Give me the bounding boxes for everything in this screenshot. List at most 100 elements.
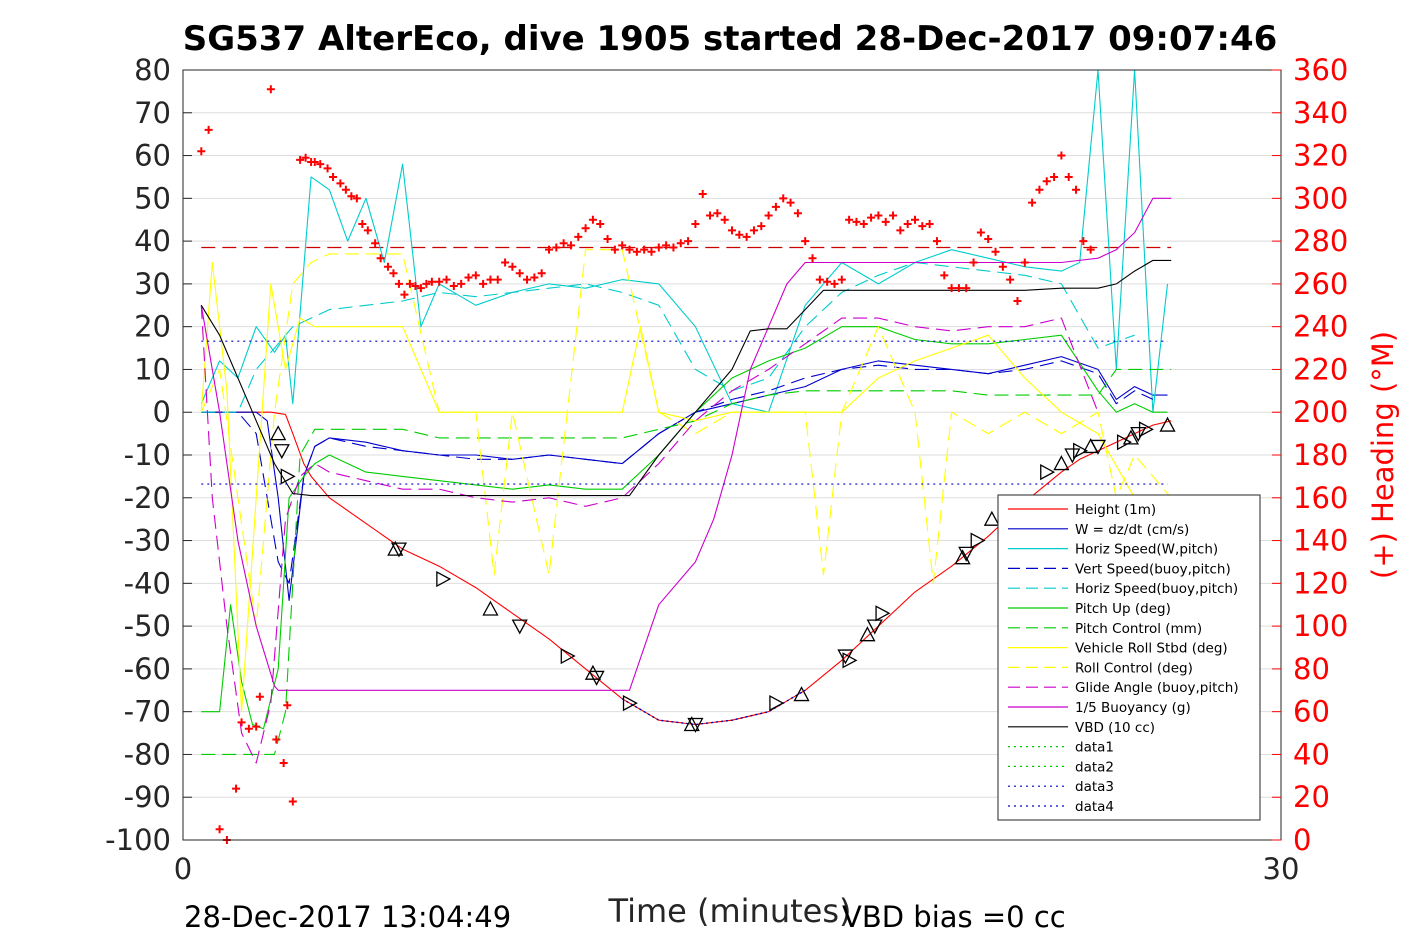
right-tick-label: 160 xyxy=(1293,481,1348,515)
depth-marker xyxy=(1116,434,1132,451)
heading-point xyxy=(336,179,345,188)
heading-point xyxy=(1072,185,1081,194)
heading-point xyxy=(435,277,444,286)
depth-marker xyxy=(983,510,1000,526)
heading-point xyxy=(962,284,971,293)
left-tick-label: -90 xyxy=(124,780,171,814)
heading-point xyxy=(903,220,912,228)
heading-point xyxy=(405,279,414,288)
heading-point xyxy=(574,232,583,241)
legend-label: data2 xyxy=(1075,759,1114,775)
x-axis-label: Time (minutes) xyxy=(608,892,852,930)
heading-point xyxy=(830,279,839,288)
right-axis-label: (+) Heading (°M) xyxy=(1366,331,1400,579)
heading-point xyxy=(918,222,927,231)
depth-marker xyxy=(687,717,704,733)
heading-point xyxy=(735,230,744,239)
heading-point xyxy=(610,245,619,254)
heading-point xyxy=(698,190,707,199)
x-tick-label: 30 xyxy=(1263,852,1300,886)
x-tick-label: 0 xyxy=(174,852,192,886)
heading-point xyxy=(881,217,890,226)
legend: Height (1m) W = dz/dt (cm/s) Horiz Speed(W… xyxy=(997,494,1261,821)
heading-point xyxy=(1035,185,1044,194)
heading-point xyxy=(329,172,338,181)
heading-point xyxy=(316,160,325,169)
series-lines xyxy=(200,69,1172,764)
right-tick-label: 180 xyxy=(1293,438,1348,472)
heading-point xyxy=(422,279,431,288)
depth-marker xyxy=(1130,426,1147,442)
heading-point xyxy=(889,211,898,220)
heading-point xyxy=(215,825,224,834)
heading-point xyxy=(341,185,350,194)
heading-point xyxy=(347,192,356,201)
series-line-11 xyxy=(200,259,1172,497)
heading-point xyxy=(640,245,649,254)
depth-marker xyxy=(511,619,528,635)
series-line-8 xyxy=(200,249,1172,627)
heading-point xyxy=(389,269,398,278)
heading-point xyxy=(632,247,641,256)
heading-point xyxy=(1028,198,1037,207)
heading-point xyxy=(728,226,736,235)
depth-marker xyxy=(1089,439,1107,455)
left-tick-label: 10 xyxy=(134,352,171,386)
left-tick-label: -30 xyxy=(124,524,171,558)
left-tick-label: -50 xyxy=(124,609,171,643)
right-tick-label: 200 xyxy=(1293,395,1348,429)
heading-point xyxy=(272,735,281,744)
heading-point xyxy=(625,245,634,254)
right-tick-label: 280 xyxy=(1293,224,1348,258)
heading-point xyxy=(596,220,605,228)
heading-point xyxy=(352,194,361,203)
depth-marker xyxy=(1040,464,1056,481)
right-tick-label: 240 xyxy=(1293,310,1348,344)
legend-label: Vert Speed(buoy,pitch) xyxy=(1075,561,1231,577)
heading-point xyxy=(449,282,458,291)
heading-point xyxy=(442,275,451,284)
heading-point xyxy=(515,269,524,278)
heading-point xyxy=(742,232,751,241)
heading-point xyxy=(1050,172,1059,181)
heading-point xyxy=(932,237,941,246)
depth-marker xyxy=(1064,448,1081,464)
heading-point xyxy=(684,237,693,246)
depth-marker xyxy=(859,626,876,642)
heading-point xyxy=(808,254,817,263)
heading-point xyxy=(252,722,261,731)
heading-point xyxy=(771,202,780,211)
left-tick-label: 20 xyxy=(134,310,171,344)
heading-point xyxy=(244,724,253,733)
heading-point xyxy=(793,209,802,218)
heading-point xyxy=(954,284,963,293)
left-tick-label: -40 xyxy=(124,566,171,600)
left-tick-label: -80 xyxy=(124,737,171,771)
heading-point xyxy=(464,273,473,282)
heading-point xyxy=(662,241,671,250)
heading-point xyxy=(197,147,206,156)
chart-title: SG537 AlterEco, dive 1905 started 28-Dec… xyxy=(183,19,1278,59)
heading-point xyxy=(457,279,466,288)
right-tick-label: 100 xyxy=(1293,609,1348,643)
legend-label: VBD (10 cc) xyxy=(1075,720,1155,736)
depth-marker xyxy=(588,670,605,686)
left-tick-label: 70 xyxy=(134,96,171,130)
series-line-7 xyxy=(200,261,1136,713)
heading-point xyxy=(323,164,332,173)
heading-point xyxy=(501,258,510,267)
heading-point xyxy=(647,247,656,256)
depth-marker xyxy=(769,695,785,712)
heading-point xyxy=(232,784,241,793)
series-line-5 xyxy=(201,326,1168,730)
heading-point xyxy=(237,718,246,727)
left-tick-label: -20 xyxy=(124,481,171,515)
depth-marker xyxy=(1053,455,1070,471)
heading-point xyxy=(998,262,1007,271)
depth-marker xyxy=(387,540,404,556)
right-tick-label: 80 xyxy=(1293,652,1330,686)
heading-point xyxy=(427,277,436,286)
footer-timestamp: 28-Dec-2017 13:04:49 xyxy=(184,900,511,934)
left-axis: 80 70 60 50 40 30 20 10 0 -10 -20 -30 -40 -50 -60 -70 -8… xyxy=(105,53,192,857)
heading-point xyxy=(618,241,627,250)
